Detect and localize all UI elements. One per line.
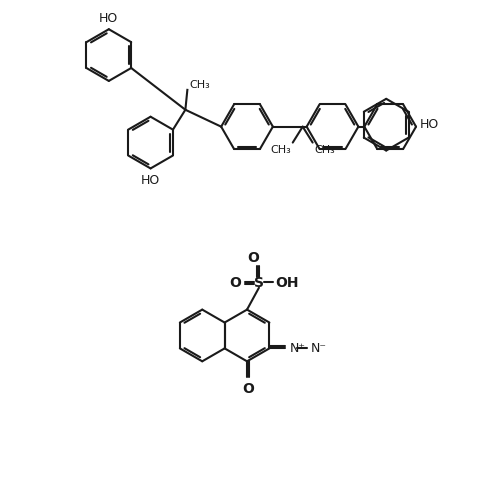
Text: N⁺: N⁺	[290, 341, 306, 354]
Text: OH: OH	[275, 275, 298, 289]
Text: HO: HO	[141, 174, 160, 187]
Text: S: S	[254, 275, 264, 289]
Text: CH₃: CH₃	[190, 80, 210, 90]
Text: O: O	[229, 275, 241, 289]
Text: CH₃: CH₃	[270, 144, 291, 154]
Text: N⁻: N⁻	[311, 341, 327, 354]
Text: O: O	[247, 250, 259, 264]
Text: O: O	[242, 381, 254, 395]
Text: CH₃: CH₃	[314, 144, 336, 154]
Text: HO: HO	[99, 12, 118, 25]
Text: HO: HO	[420, 118, 440, 131]
